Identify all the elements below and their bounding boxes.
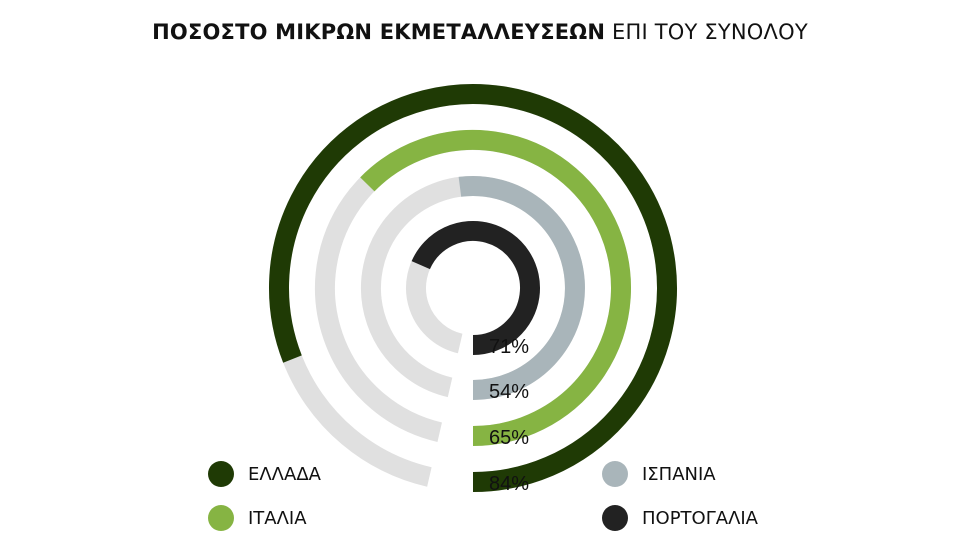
legend-swatch-italy [208,505,234,531]
legend-label-spain: ΙΣΠΑΝΙΑ [642,463,716,485]
value-label-portugal: 71% [489,336,529,358]
value-label-greece: 84% [489,473,529,495]
ring-bar-greece [269,84,677,492]
chart-title-bold: ΠΟΣΟΣΤΟ ΜΙΚΡΩΝ ΕΚΜΕΤΑΛΛΕΥΣΕΩΝ [152,20,606,44]
legend-swatch-greece [208,461,234,487]
legend-item-italy: ΙΤΑΛΙΑ [208,505,307,531]
legend-label-italy: ΙΤΑΛΙΑ [248,507,307,529]
legend-label-greece: ΕΛΛΑΔΑ [248,463,321,485]
legend-swatch-spain [602,461,628,487]
legend-swatch-portugal [602,505,628,531]
ring-bar-portugal [411,221,540,355]
legend-item-greece: ΕΛΛΑΔΑ [208,461,321,487]
value-label-italy: 65% [489,427,529,449]
legend-item-spain: ΙΣΠΑΝΙΑ [602,461,716,487]
legend-item-portugal: ΠΟΡΤΟΓΑΛΙΑ [602,505,758,531]
chart-title-rest: ΕΠΙ ΤΟΥ ΣΥΝΟΛΟΥ [612,20,808,44]
ring-bar-italy [360,130,631,446]
value-label-spain: 54% [489,381,529,403]
ring-bar-spain [458,176,585,400]
chart-title: ΠΟΣΟΣΤΟ ΜΙΚΡΩΝ ΕΚΜΕΤΑΛΛΕΥΣΕΩΝ ΕΠΙ ΤΟΥ ΣΥ… [0,20,960,44]
legend-label-portugal: ΠΟΡΤΟΓΑΛΙΑ [642,507,758,529]
